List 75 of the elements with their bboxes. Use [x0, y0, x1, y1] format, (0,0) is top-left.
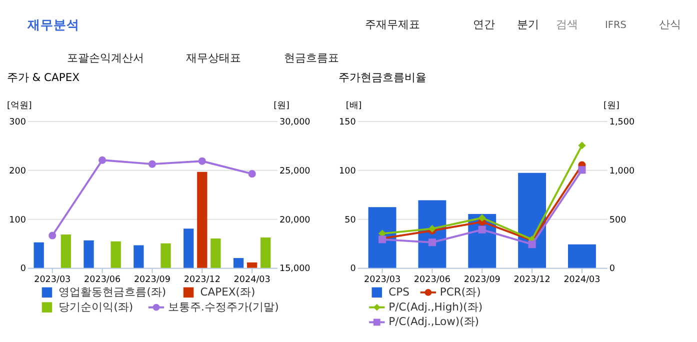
- point: [248, 170, 256, 178]
- x-tick-label: 2023/03: [364, 275, 401, 286]
- legend-label: P/C(Adj.,High)(좌): [388, 300, 483, 314]
- bar: [568, 244, 596, 268]
- y2-axis-title: [원]: [604, 100, 620, 111]
- point: [478, 214, 486, 222]
- legend-label: CPS: [388, 285, 410, 298]
- bar: [60, 234, 71, 268]
- y-tick-label: 300: [9, 117, 26, 128]
- y-tick-label: 0: [20, 264, 26, 274]
- point: [478, 226, 486, 234]
- bar: [197, 172, 208, 268]
- point: [578, 166, 586, 174]
- text: 검색: [556, 18, 578, 31]
- y2-tick-label: 500: [609, 215, 627, 226]
- bar: [247, 262, 258, 268]
- legend-label: 보통주.수정주가(기말): [168, 300, 279, 314]
- bar: [160, 243, 171, 268]
- text: 포괄손익계산서: [67, 51, 144, 64]
- y2-tick-label: 30,000: [279, 117, 311, 128]
- y-tick-label: 100: [339, 166, 356, 176]
- y-tick-label: 150: [339, 117, 356, 128]
- y2-tick-label: 15,000: [279, 264, 311, 274]
- bar: [84, 240, 94, 268]
- y2-tick-label: 1,500: [609, 117, 635, 128]
- point: [578, 142, 586, 150]
- text: 재무상태표: [186, 51, 241, 64]
- y2-tick-label: 0: [609, 264, 616, 274]
- text: 분기: [516, 18, 539, 31]
- legend-label: P/C(Adj.,Low)(좌): [388, 315, 480, 328]
- bar: [233, 258, 244, 268]
- x-tick-label: 2023/12: [184, 275, 220, 286]
- point: [198, 157, 206, 165]
- text: IFRS: [604, 20, 626, 31]
- legend-label: CAPEX(좌): [200, 285, 256, 298]
- bar: [134, 245, 144, 268]
- point: [528, 240, 536, 248]
- y2-tick-label: 20,000: [279, 215, 311, 226]
- point: [98, 156, 106, 164]
- x-tick-label: 2024/03: [234, 275, 270, 286]
- y-tick-label: 100: [9, 215, 26, 226]
- bar: [260, 237, 271, 268]
- legend-label: PCR(좌): [440, 285, 481, 298]
- text: 주재무제표: [365, 18, 420, 31]
- chart-title: 주가현금흐름비율: [338, 70, 427, 84]
- x-tick-label: 2023/09: [464, 275, 500, 286]
- bar: [184, 228, 194, 268]
- legend-label: 당기순이익(좌): [58, 300, 134, 314]
- text: 현금흐름표: [284, 51, 339, 64]
- x-tick-label: 2023/06: [414, 275, 451, 286]
- bar: [210, 238, 221, 268]
- y2-axis-title: [원]: [274, 100, 290, 111]
- y-tick-label: 0: [350, 264, 356, 274]
- x-tick-label: 2023/03: [34, 275, 71, 286]
- point: [148, 160, 156, 168]
- y2-tick-label: 1,000: [609, 166, 635, 176]
- x-tick-label: 2023/09: [134, 275, 170, 286]
- point: [48, 232, 56, 240]
- text: 산식: [658, 18, 681, 31]
- bar: [34, 242, 44, 268]
- y-tick-label: 200: [9, 166, 26, 176]
- text: 재무분석: [26, 16, 80, 32]
- y-tick-label: 50: [344, 215, 356, 226]
- legend-label: 영업활동현금흐름(좌): [58, 285, 166, 298]
- y-axis-title: [억원]: [6, 100, 32, 111]
- y-axis-title: [배]: [346, 100, 362, 111]
- bar: [368, 207, 396, 268]
- point: [428, 238, 436, 246]
- x-tick-label: 2023/12: [514, 275, 550, 286]
- y2-tick-label: 25,000: [279, 166, 311, 176]
- text: 연간: [472, 18, 495, 31]
- x-tick-label: 2024/03: [564, 275, 600, 286]
- bar: [110, 241, 121, 268]
- chart-title: 주가 & CAPEX: [6, 70, 80, 84]
- x-tick-label: 2023/06: [84, 275, 121, 286]
